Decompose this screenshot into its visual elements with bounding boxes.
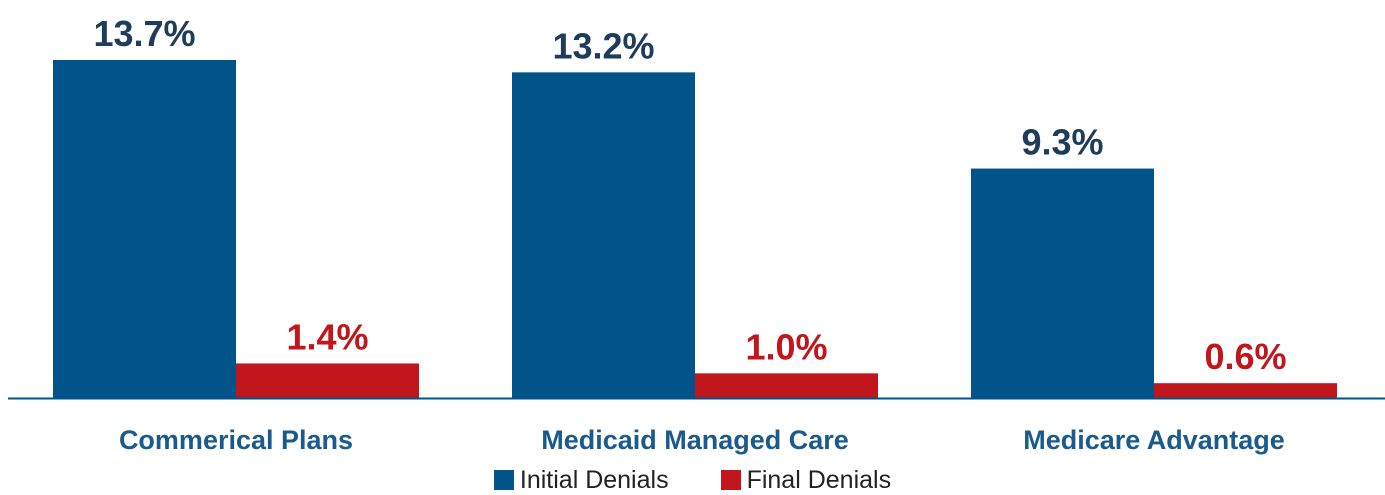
bar-final-denials-medicaid-managed-care <box>695 373 878 398</box>
data-label-final-denials-commerical-plans: 1.4% <box>286 316 368 357</box>
category-label-medicare-advantage: Medicare Advantage <box>1023 425 1285 455</box>
bar-final-denials-commerical-plans <box>236 363 419 398</box>
legend-swatch-initial-denials <box>493 470 514 490</box>
data-label-initial-denials-medicaid-managed-care: 13.2% <box>552 25 654 66</box>
bar-final-denials-medicare-advantage <box>1154 383 1337 398</box>
data-label-initial-denials-medicare-advantage: 9.3% <box>1021 122 1103 163</box>
legend-item-final-denials: Final Denials <box>720 465 892 495</box>
legend: Initial Denials Final Denials <box>0 466 1385 494</box>
data-label-final-denials-medicaid-managed-care: 1.0% <box>745 326 827 367</box>
bar-initial-denials-medicaid-managed-care <box>512 72 695 399</box>
category-label-medicaid-managed-care: Medicaid Managed Care <box>541 425 849 455</box>
legend-label-initial-denials: Initial Denials <box>519 465 669 494</box>
bar-initial-denials-medicare-advantage <box>971 168 1154 398</box>
data-label-initial-denials-commerical-plans: 13.7% <box>93 13 195 54</box>
legend-item-initial-denials: Initial Denials <box>493 465 669 495</box>
bar-initial-denials-commerical-plans <box>53 60 236 398</box>
legend-label-final-denials: Final Denials <box>746 465 892 494</box>
category-label-commerical-plans: Commerical Plans <box>119 425 353 455</box>
data-label-final-denials-medicare-advantage: 0.6% <box>1204 336 1286 377</box>
legend-swatch-final-denials <box>720 470 741 490</box>
